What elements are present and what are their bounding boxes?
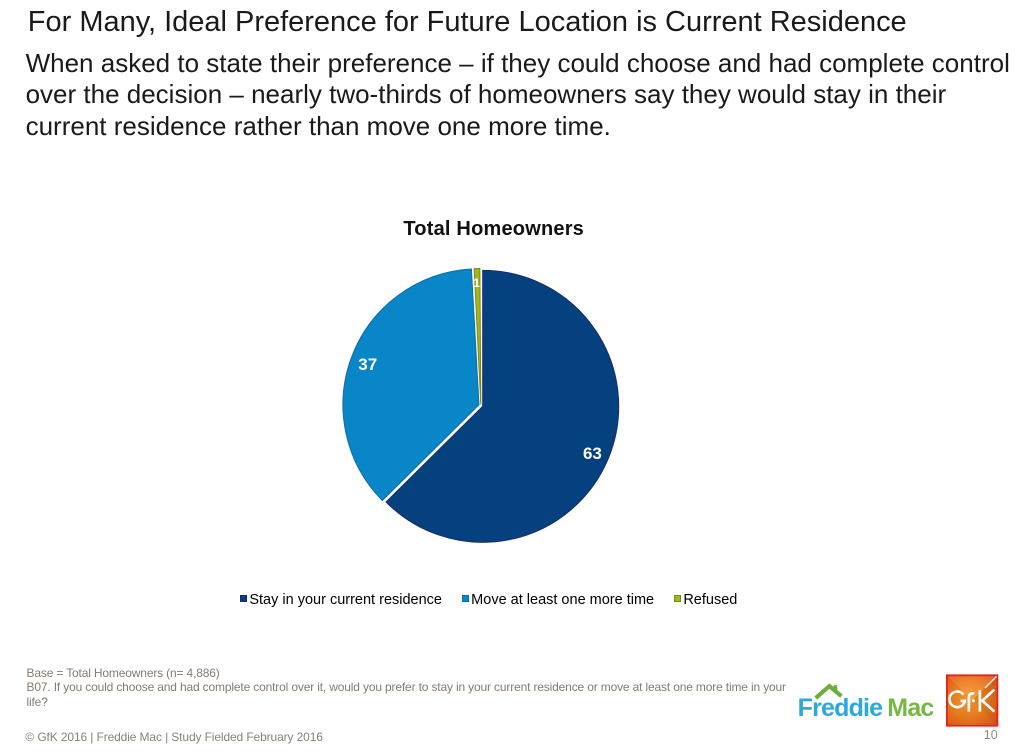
svg-text:63: 63: [583, 444, 602, 463]
svg-text:37: 37: [358, 355, 377, 374]
svg-text:1: 1: [473, 276, 480, 290]
